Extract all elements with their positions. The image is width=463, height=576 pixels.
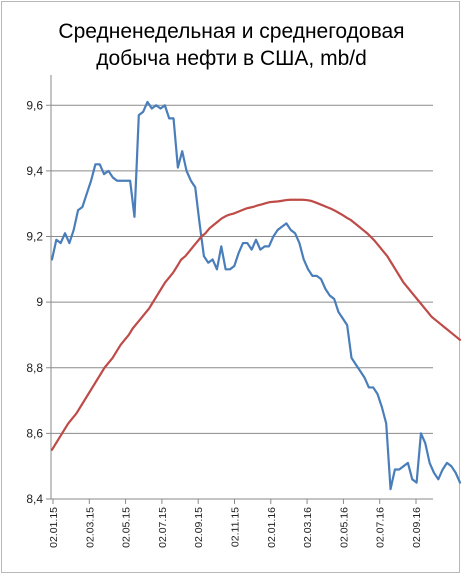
x-tick-label: 02.01.16 <box>266 507 278 548</box>
y-tick-label: 9,2 <box>26 230 43 244</box>
x-tick-label: 02.03.15 <box>84 507 96 548</box>
x-tick-labels: 02.01.15 02.03.15 02.05.15 02.07.15 02.09.15… <box>48 507 423 548</box>
y-tick-label: 8,6 <box>26 426 43 440</box>
x-tick-label: 02.05.15 <box>121 507 133 548</box>
y-tick-label: 9 <box>36 295 43 309</box>
x-tick-label: 02.09.16 <box>411 507 423 548</box>
gridlines <box>51 104 433 500</box>
y-tick-labels: 8,4 8,6 8,8 9 9,2 9,4 9,6 <box>26 98 43 506</box>
x-tick-label: 02.09.15 <box>193 507 205 548</box>
y-tick-label: 8,4 <box>26 492 43 506</box>
x-tick-label: 02.07.15 <box>157 507 169 548</box>
x-tick-label: 02.05.16 <box>338 507 350 548</box>
y-tick-label: 9,4 <box>26 164 43 178</box>
series-line-2 <box>50 198 462 451</box>
y-tick-label: 9,6 <box>26 98 43 112</box>
series-line-1 <box>50 100 462 491</box>
x-tick-label: 02.11.15 <box>230 507 242 547</box>
axes <box>46 75 433 504</box>
series-lines <box>50 100 462 491</box>
chart-title: Средненедельная и среднегодовая добыча н… <box>0 18 463 72</box>
x-tick-label: 02.07.16 <box>375 507 387 548</box>
x-tick-label: 02.03.16 <box>302 507 314 548</box>
y-tick-label: 8,8 <box>26 361 43 375</box>
x-tick-label: 02.01.15 <box>48 507 60 548</box>
chart-title-line-1: Средненедельная и среднегодовая <box>58 20 405 43</box>
chart-title-line-2: добыча нефти в США, mb/d <box>96 47 367 70</box>
